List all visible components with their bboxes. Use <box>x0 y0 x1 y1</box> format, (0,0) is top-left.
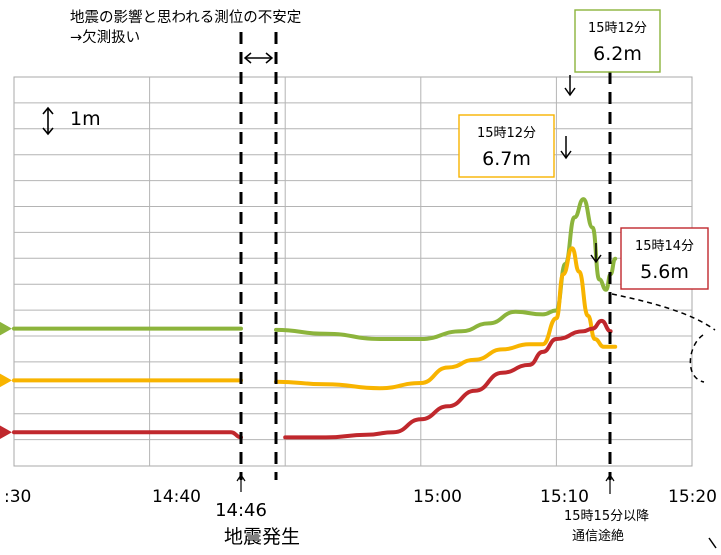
grid <box>13 76 693 467</box>
x-tick-label: 15:20 <box>668 487 717 507</box>
gap-arrow-heads <box>243 52 274 64</box>
peak-box-1 <box>458 114 555 178</box>
series-line-1 <box>274 246 618 391</box>
series-layer <box>0 197 618 440</box>
peak-box-value-2: 5.6m <box>640 261 689 283</box>
x-tick-label: 15:10 <box>540 487 589 507</box>
series-marker-1 <box>0 373 12 388</box>
x-tick-label: 14:40 <box>152 487 201 507</box>
series-line-0 <box>274 197 618 341</box>
eq-time: 14:46 <box>215 500 267 521</box>
peak-box-value-0: 6.2m <box>593 43 642 65</box>
series-marker-0 <box>0 321 12 336</box>
comm-trail-loop <box>689 334 705 383</box>
x-tick-labels: :30 14:40 15:00 15:10 15:20 <box>4 487 717 507</box>
peak-arrow-head-2 <box>590 254 602 264</box>
scale-label: 1m <box>70 108 101 130</box>
peak-box-value-1: 6.7m <box>482 148 531 170</box>
comm-arrow-head <box>605 473 615 482</box>
plot-area <box>13 76 693 467</box>
peak-box-2 <box>620 227 709 290</box>
peak-box-time-1: 15時12分 <box>477 126 536 141</box>
scale-arrow-heads <box>42 106 54 136</box>
series-line-2 <box>283 318 613 440</box>
series-line-2 <box>12 430 243 440</box>
comm-trail-tail <box>708 537 717 549</box>
peak-box-0 <box>574 9 661 73</box>
series-marker-2 <box>0 425 12 439</box>
comm-trail <box>611 293 716 331</box>
comm-label-line1: 15時15分以降 <box>564 509 649 524</box>
comm-label-line2: 通信途絶 <box>572 528 624 544</box>
marker-layer <box>42 32 717 549</box>
x-tick-label: :30 <box>4 487 31 507</box>
top-note-line1: 地震の影響と思われる測位の不安定 <box>70 8 301 26</box>
top-note-line2: →欠測扱い <box>70 29 140 46</box>
peak-arrow-head-1 <box>560 150 572 160</box>
annotations: 地震の影響と思われる測位の不安定 →欠測扱い 1m 14:46 地震発生 15時15分以降… <box>70 8 709 548</box>
x-tick-label: 15:00 <box>413 487 462 507</box>
peak-box-time-0: 15時12分 <box>588 21 647 36</box>
peak-arrow-head-0 <box>564 87 576 97</box>
peak-box-time-2: 15時14分 <box>635 239 694 254</box>
eq-arrow-head <box>236 473 246 482</box>
eq-label: 地震発生 <box>224 526 300 548</box>
